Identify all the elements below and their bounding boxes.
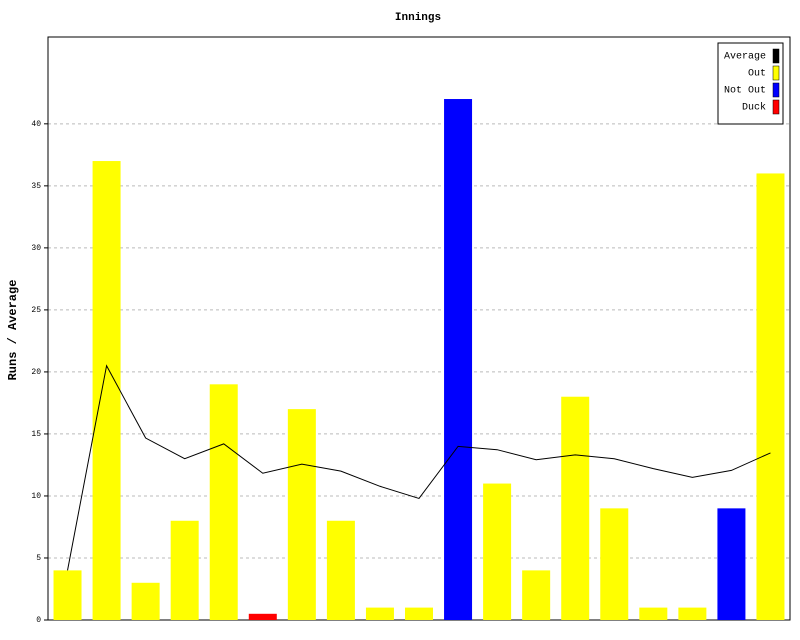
average-line [67, 364, 771, 571]
y-tick-label: 0 [36, 616, 41, 625]
plot-frame [47, 36, 791, 621]
bar [365, 607, 394, 620]
legend-swatch [772, 65, 780, 81]
y-axis-label: Runs / Average [6, 280, 20, 381]
legend-swatch [772, 48, 780, 64]
bar [287, 409, 316, 620]
bar [170, 520, 199, 620]
bar [678, 607, 707, 620]
legend-label: Not Out [724, 86, 766, 97]
bar [639, 607, 668, 620]
legend-label: Out [748, 69, 766, 80]
bar [444, 99, 473, 620]
chart-title: Innings [395, 12, 441, 24]
bar [209, 384, 238, 620]
legend-box [717, 42, 784, 125]
legend-swatch [772, 82, 780, 98]
legend-label: Average [724, 52, 766, 63]
y-tick-label: 5 [36, 554, 41, 563]
legend-label: Duck [742, 102, 766, 114]
legend-swatch [772, 99, 780, 115]
y-tick-label: 40 [31, 120, 41, 129]
bar [131, 582, 160, 620]
bar [326, 520, 355, 620]
bar [248, 613, 277, 620]
y-tick-label: 35 [31, 182, 41, 191]
legend: Average Out Not Out Duck [717, 42, 784, 125]
y-tick-label: 10 [31, 492, 41, 501]
bar [600, 508, 629, 620]
bar [405, 607, 433, 620]
bar [717, 508, 746, 620]
bar [92, 161, 121, 621]
bar [53, 570, 82, 620]
y-tick-label: 30 [31, 244, 41, 253]
bar [522, 570, 551, 620]
y-tick-label: 25 [31, 306, 41, 315]
bar [561, 396, 590, 620]
bar [756, 173, 785, 620]
bar [483, 483, 512, 620]
y-tick-label: 15 [31, 430, 41, 439]
y-tick-label: 20 [31, 368, 41, 377]
